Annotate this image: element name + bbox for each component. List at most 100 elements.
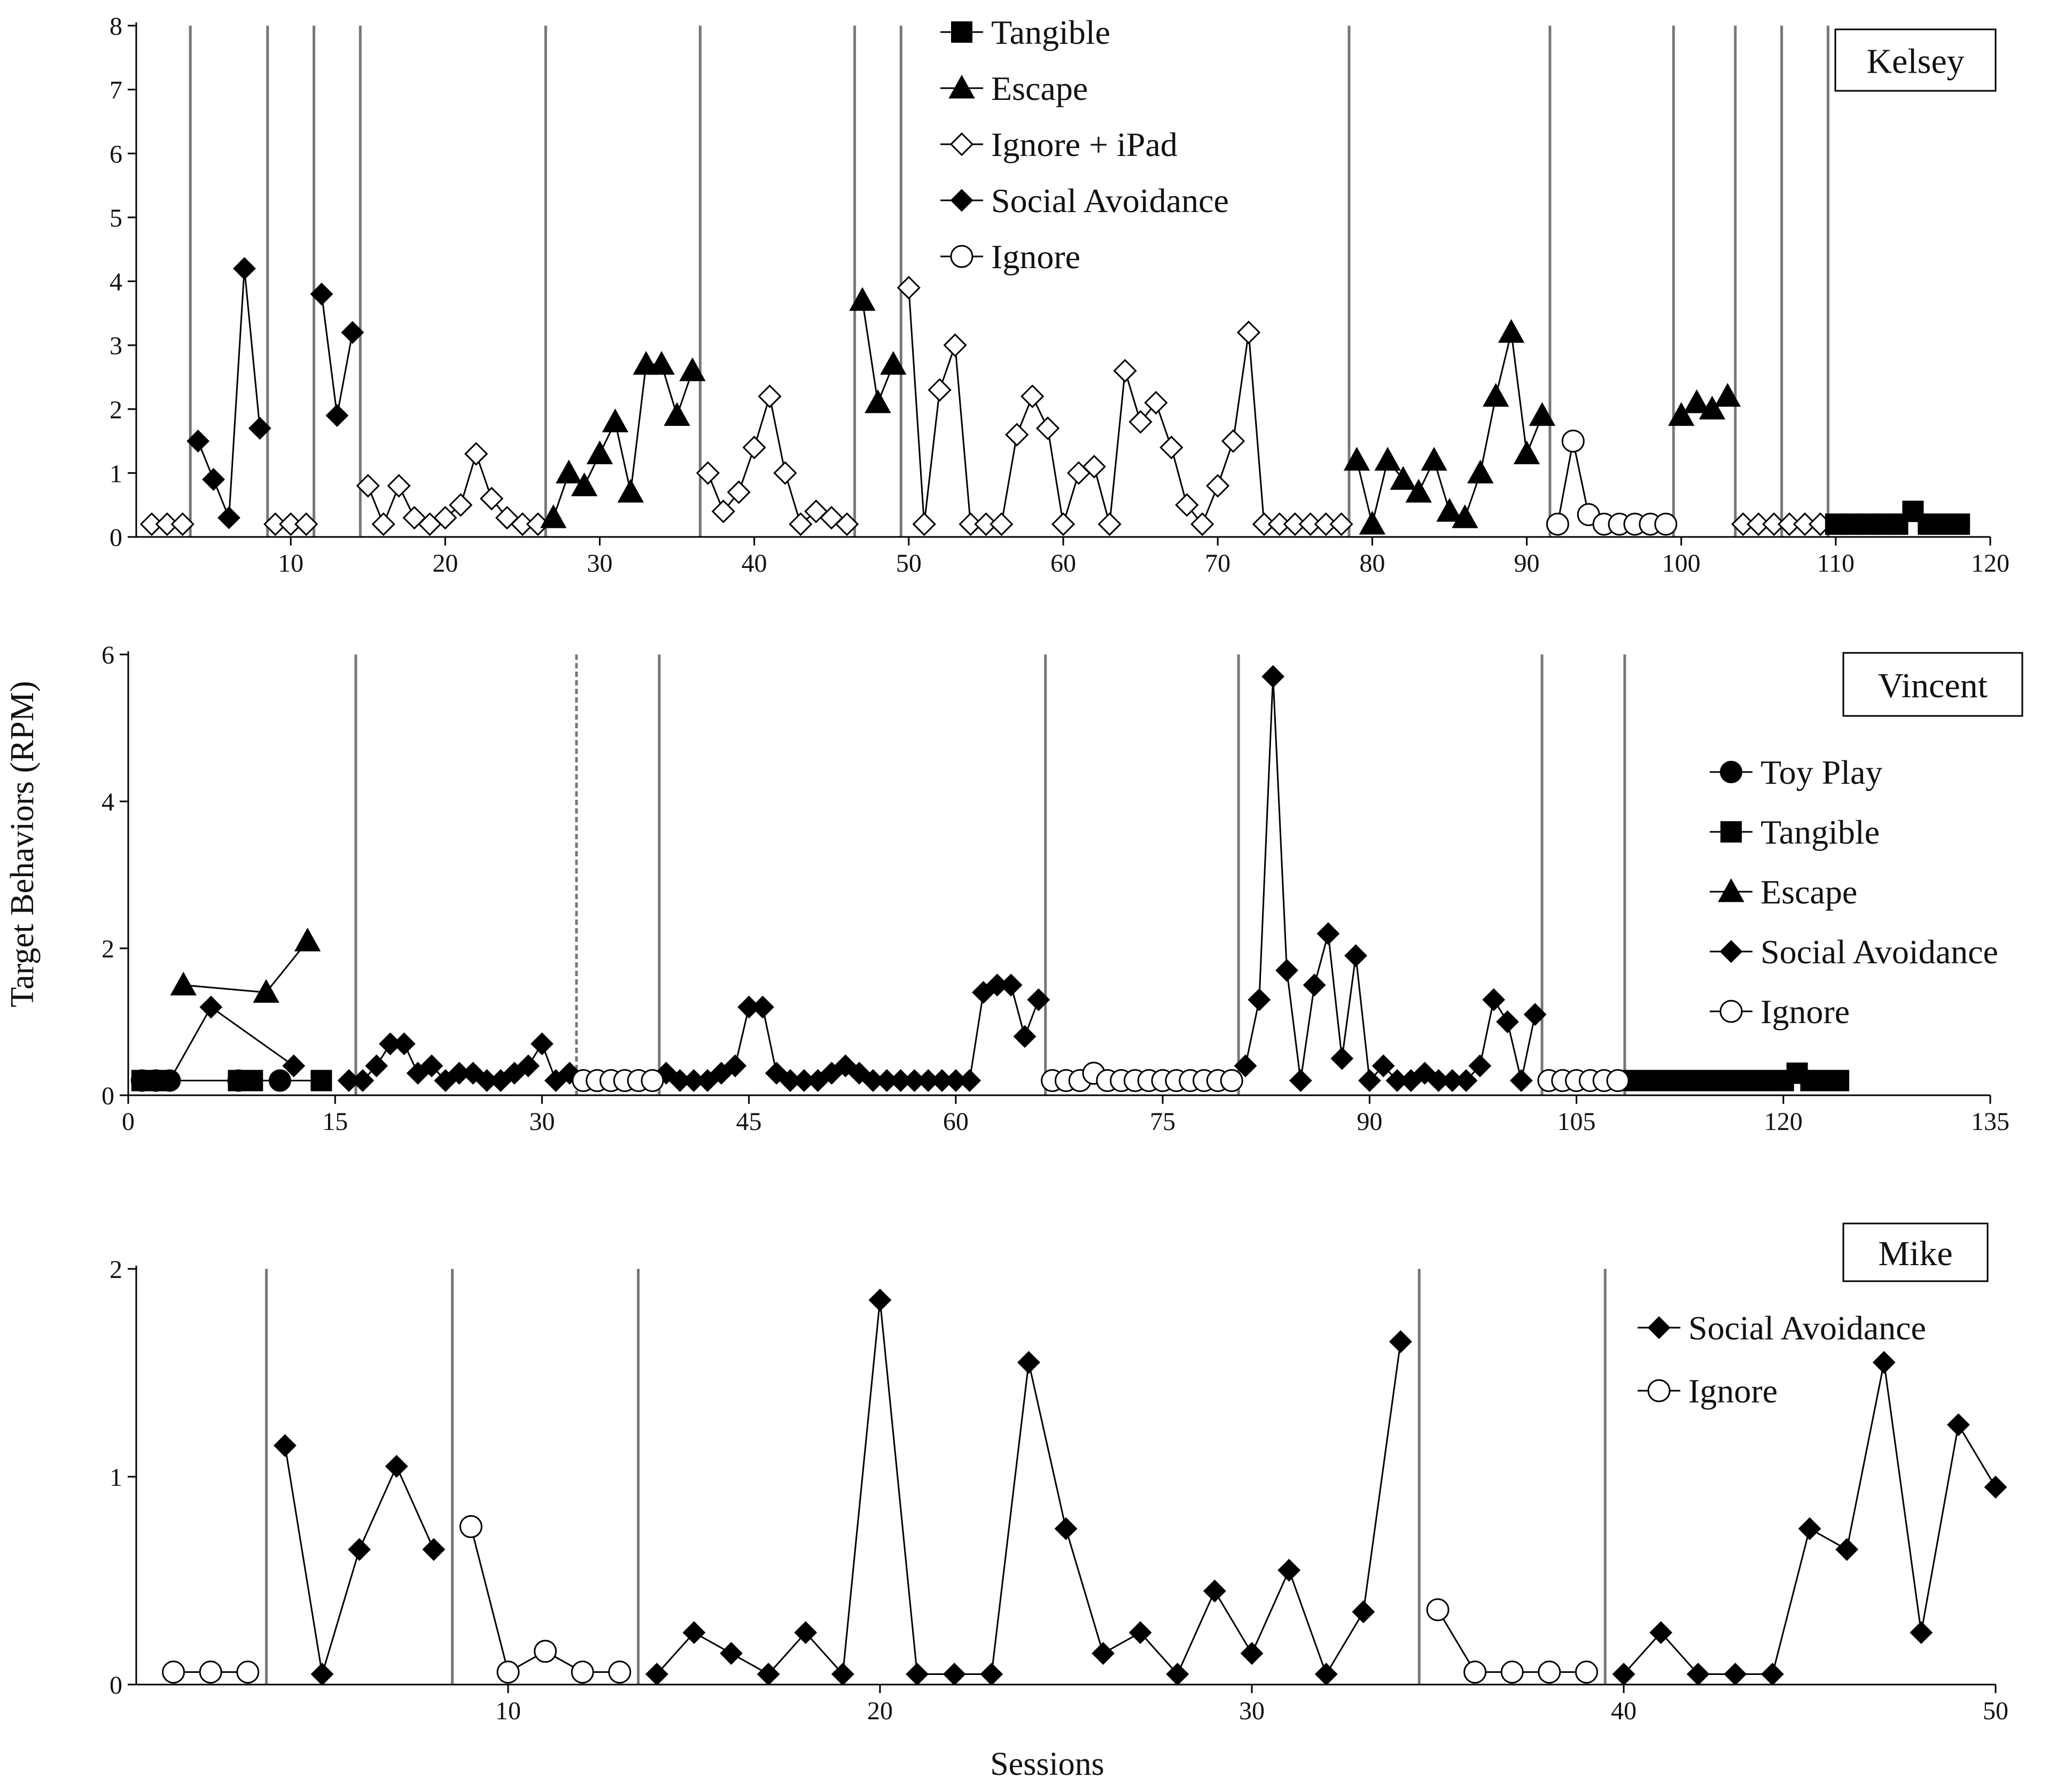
data-point-social-avoidance (1092, 1642, 1115, 1665)
data-point-social-avoidance (351, 1069, 375, 1092)
data-point-ignore-ipad (1175, 493, 1199, 517)
x-tick-label: 120 (1764, 1108, 1803, 1136)
data-point-social-avoidance (942, 1663, 966, 1686)
data-point-social-avoidance (217, 506, 240, 529)
data-point-social-avoidance (1798, 1517, 1821, 1540)
data-point-escape (1498, 319, 1525, 343)
data-point-ignore-ipad (449, 493, 473, 517)
y-tick-label: 2 (110, 396, 122, 424)
data-point-ignore-ipad (928, 378, 952, 402)
x-tick-label: 40 (742, 549, 767, 578)
data-point-escape (1513, 440, 1540, 464)
data-point-escape (1482, 383, 1509, 407)
data-point-ignore-ipad (1314, 512, 1338, 536)
legend-marker (1647, 1316, 1671, 1339)
data-point-ignore-ipad (1283, 512, 1307, 536)
data-point-social-avoidance (1013, 1025, 1037, 1048)
legend-entry: Tangible (991, 13, 1110, 51)
data-point-social-avoidance (1054, 1517, 1078, 1540)
legend-entry: Social Avoidance (1688, 1309, 1926, 1347)
y-tick-label: 0 (110, 1671, 122, 1700)
participant-name: Vincent (1878, 666, 1988, 705)
y-tick-label: 7 (110, 76, 122, 105)
data-point-escape (1436, 498, 1463, 522)
data-point-escape (170, 971, 197, 996)
data-point-ignore-ipad (912, 512, 936, 536)
data-point-ignore-ipad (279, 512, 303, 536)
data-point-social-avoidance (1278, 1558, 1301, 1582)
data-point-ignore-ipad (371, 512, 395, 536)
data-point-ignore-ipad (1128, 410, 1152, 434)
data-point-ignore-ipad (835, 512, 859, 536)
data-point-social-avoidance (233, 257, 256, 280)
x-tick-label: 90 (1357, 1108, 1382, 1136)
data-point-ignore-ipad (294, 512, 318, 536)
legend-marker (949, 132, 974, 157)
data-point-social-avoidance (1468, 1054, 1492, 1078)
data-point-ignore-ipad (897, 276, 921, 300)
y-tick-label: 2 (110, 1256, 122, 1284)
data-point-social-avoidance (720, 1642, 743, 1665)
data-point-escape (1683, 389, 1710, 414)
x-tick-label: 70 (1205, 549, 1230, 578)
data-point-escape (1467, 459, 1494, 484)
y-tick-label: 1 (110, 1463, 122, 1492)
data-point-escape (1343, 447, 1370, 471)
data-point-escape (294, 927, 321, 952)
data-point-ignore (1220, 1069, 1243, 1092)
data-point-escape (880, 350, 907, 375)
data-point-social-avoidance (906, 1663, 929, 1686)
x-tick-label: 100 (1662, 549, 1701, 578)
data-point-social-avoidance (1234, 1054, 1257, 1078)
x-tick-label: 60 (1050, 549, 1076, 578)
legend-entry: Social Avoidance (1761, 933, 1998, 971)
data-point-escape (1714, 383, 1741, 407)
y-tick-label: 3 (110, 332, 122, 360)
data-point-ignore-ipad (1793, 512, 1817, 536)
data-point-social-avoidance (1352, 1600, 1375, 1624)
y-tick-label: 4 (110, 268, 122, 297)
data-point-social-avoidance (1344, 944, 1367, 968)
legend-marker (950, 189, 973, 212)
legend-entry: Ignore (991, 238, 1080, 276)
data-point-ignore (496, 1661, 520, 1684)
data-point-social-avoidance (310, 1663, 334, 1686)
data-point-social-avoidance (645, 1663, 668, 1686)
data-point-social-avoidance (199, 995, 223, 1019)
data-point-social-avoidance (531, 1032, 554, 1056)
series-line-ignore-ipad (908, 287, 1342, 526)
series-line-escape (183, 940, 308, 994)
legend-entry: Ignore (1688, 1372, 1778, 1410)
data-point-ignore-ipad (1159, 435, 1183, 459)
data-point-social-avoidance (1203, 1579, 1226, 1603)
legend-entry: Tangible (1761, 813, 1880, 851)
data-point-social-avoidance (831, 1663, 854, 1686)
x-tick-label: 110 (1817, 549, 1855, 578)
data-point-ignore (162, 1661, 185, 1684)
y-tick-label: 0 (110, 524, 122, 552)
data-point-ignore-ipad (479, 487, 504, 511)
data-point-ignore (1538, 1661, 1561, 1684)
data-point-social-avoidance (1275, 958, 1298, 982)
data-point-social-avoidance (1166, 1663, 1189, 1686)
data-point-escape (1421, 447, 1447, 471)
legend-entry: Ignore + iPad (991, 126, 1178, 163)
data-point-social-avoidance (1358, 1069, 1381, 1092)
y-tick-label: 2 (102, 935, 114, 963)
x-tick-label: 30 (529, 1108, 555, 1136)
data-point-ignore-ipad (1005, 423, 1029, 447)
legend-entry: Escape (1761, 873, 1857, 911)
data-point-social-avoidance (341, 321, 364, 344)
data-point-ignore-ipad (1035, 416, 1060, 440)
data-point-social-avoidance (1686, 1663, 1710, 1686)
data-point-social-avoidance (847, 1062, 871, 1085)
data-point-escape (864, 389, 891, 414)
data-point-ignore (1463, 1661, 1487, 1684)
data-point-ignore-ipad (139, 512, 164, 536)
data-point-ignore-ipad (464, 442, 488, 466)
data-point-ignore-ipad (1190, 512, 1214, 536)
data-point-tangible (310, 1070, 332, 1092)
data-point-social-avoidance (325, 404, 349, 427)
data-point-ignore (534, 1640, 557, 1663)
data-point-social-avoidance (282, 1054, 306, 1078)
